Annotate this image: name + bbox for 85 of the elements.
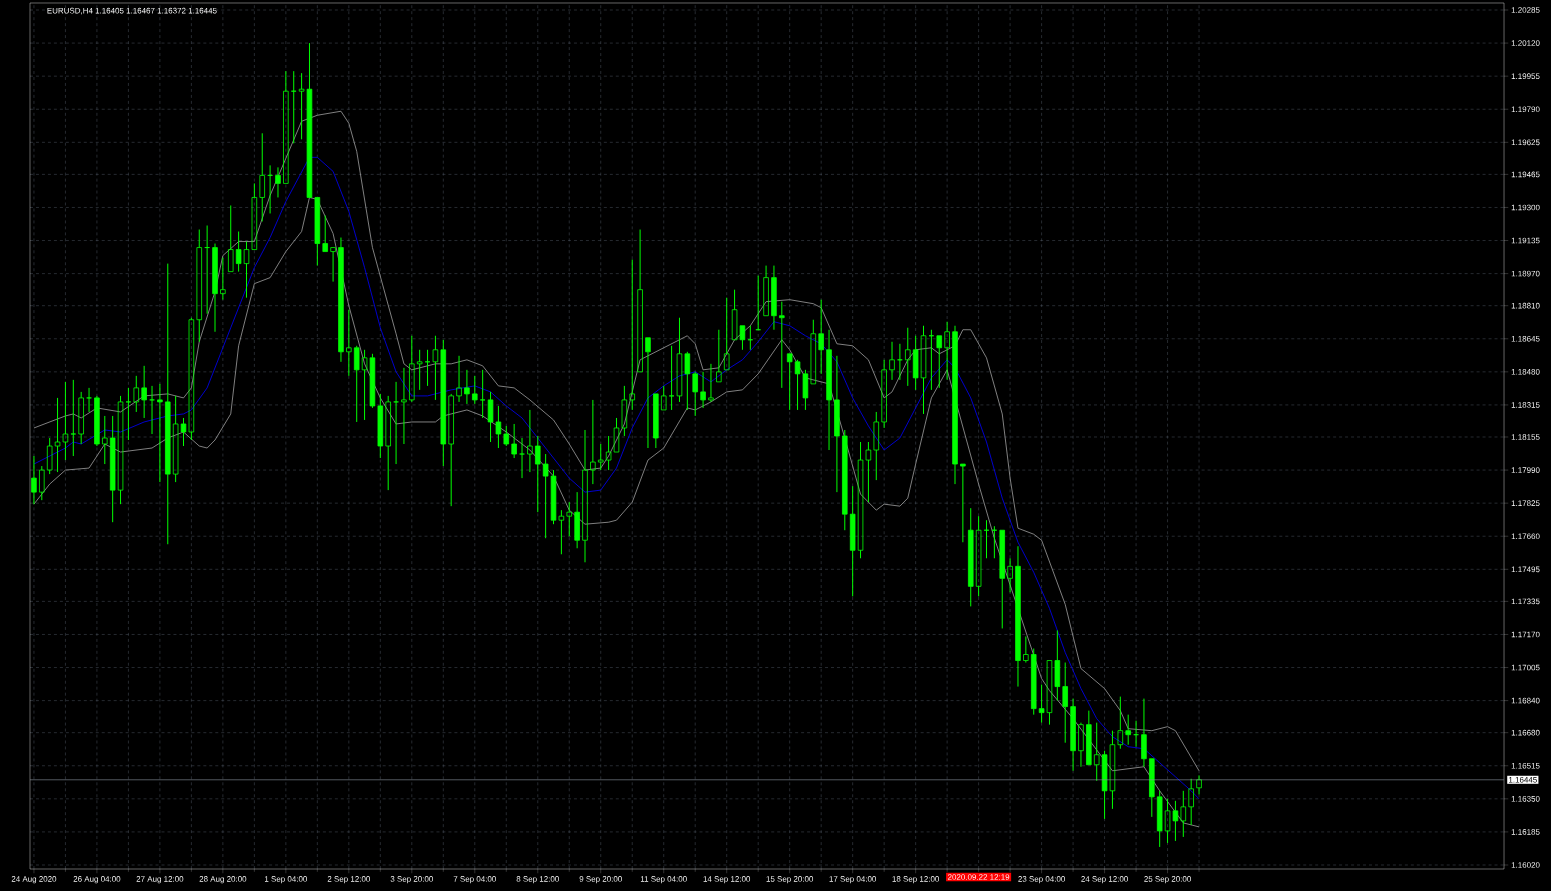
candlestick	[432, 335, 439, 401]
candlestick	[826, 329, 832, 451]
candlestick	[1007, 557, 1013, 593]
candlestick	[1156, 790, 1163, 848]
candlestick	[314, 197, 321, 267]
candlestick	[660, 385, 667, 411]
candlestick	[952, 325, 958, 485]
candlestick	[967, 507, 974, 607]
candlestick	[597, 443, 604, 471]
candlestick	[645, 337, 651, 449]
candlestick	[723, 297, 730, 371]
candlestick	[196, 229, 203, 343]
candlestick	[1093, 722, 1100, 782]
candlestick	[117, 395, 124, 505]
candlestick	[1117, 696, 1124, 750]
candlestick	[684, 351, 691, 411]
candlestick	[1023, 635, 1029, 664]
candlestick	[70, 379, 77, 457]
candlestick	[259, 132, 265, 222]
candlestick	[94, 395, 100, 447]
candlestick	[353, 345, 360, 423]
candlestick	[590, 399, 596, 485]
candlestick	[527, 409, 533, 473]
candlestick	[842, 429, 848, 531]
candlestick	[975, 515, 982, 597]
candlestick	[700, 371, 706, 409]
candlestick	[322, 214, 328, 252]
candlestick	[346, 309, 352, 377]
candlestick	[849, 485, 856, 597]
candlestick	[511, 423, 517, 459]
candlestick	[31, 455, 37, 505]
candlestick	[1141, 698, 1147, 768]
candlestick	[125, 387, 132, 441]
candlestick	[416, 349, 423, 391]
candlestick	[763, 265, 769, 317]
candlestick	[771, 265, 777, 331]
candlestick	[716, 329, 722, 383]
candlestick	[566, 501, 573, 537]
candlestick	[692, 371, 698, 417]
candlestick	[1180, 790, 1187, 838]
candlestick	[668, 345, 675, 411]
candlestick	[220, 257, 226, 301]
candlestick	[1086, 710, 1092, 766]
candlestick	[448, 393, 454, 507]
candlestick	[1015, 545, 1021, 688]
candlestick	[905, 327, 911, 387]
candlestick	[338, 237, 344, 363]
candlestick	[786, 353, 793, 411]
candlestick	[165, 263, 171, 545]
candlestick	[1070, 698, 1076, 772]
candlestick	[574, 491, 580, 549]
candlestick	[330, 247, 336, 283]
candlestick	[212, 243, 218, 333]
candlestick	[227, 204, 234, 273]
candlestick	[102, 415, 108, 465]
candlestick	[629, 259, 635, 411]
candlestick	[472, 375, 478, 405]
candlestick	[999, 529, 1005, 629]
candlestick	[810, 319, 817, 385]
candlestick	[109, 415, 116, 523]
candlestick	[944, 321, 950, 381]
candlestick	[1188, 778, 1194, 826]
candlestick	[834, 355, 840, 493]
candlestick	[440, 339, 447, 467]
candlestick	[1196, 774, 1202, 795]
candlestick	[818, 299, 824, 375]
candlestick	[275, 166, 281, 198]
candlestick	[157, 383, 163, 483]
candlestick	[464, 369, 470, 405]
candlestick	[960, 463, 966, 543]
candlestick	[881, 359, 887, 429]
candlestick	[637, 229, 643, 373]
candlestick	[653, 393, 659, 449]
candlestick	[1149, 758, 1155, 818]
candlestick	[133, 375, 140, 413]
candlestick	[141, 365, 147, 419]
candlestick	[1030, 647, 1037, 716]
candlestick	[779, 301, 785, 389]
candlestick	[535, 435, 541, 513]
candlestick	[479, 369, 486, 419]
candlestick	[1054, 629, 1061, 702]
candlestick	[1062, 662, 1068, 744]
candlestick	[936, 335, 943, 389]
candlestick	[1125, 714, 1131, 746]
candlestick	[377, 393, 384, 459]
